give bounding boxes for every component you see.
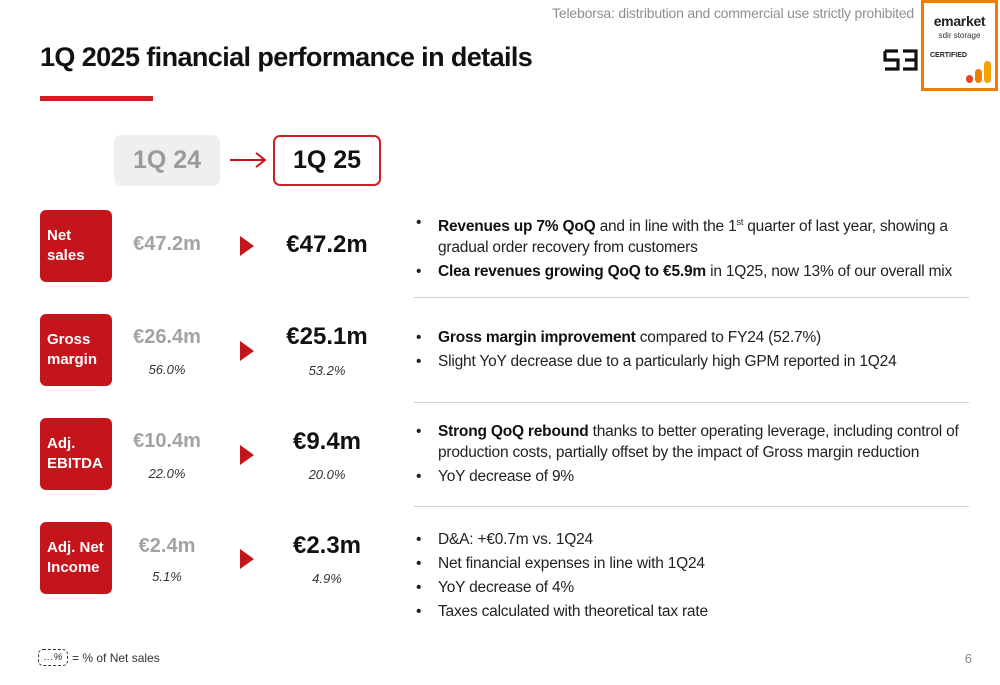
bullet-item: YoY decrease of 4% <box>414 577 974 598</box>
adj-net-income-bullets: D&A: +€0.7m vs. 1Q24 Net financial expen… <box>414 529 974 625</box>
row-label-adj-net-income: Adj. Net Income <box>40 522 112 594</box>
period-previous: 1Q 24 <box>114 135 220 186</box>
bullet-item: Net financial expenses in line with 1Q24 <box>414 553 974 574</box>
badge-bars-icon <box>966 61 991 83</box>
triangle-right-icon <box>240 445 254 465</box>
row-divider <box>414 402 969 403</box>
adj-net-income-prev-value: €2.4m <box>138 535 196 557</box>
badge-certified-text: CERTIFIED <box>930 52 967 59</box>
adj-net-income-curr-pct: 4.9% <box>312 571 342 586</box>
net-sales-curr-value: €47.2m <box>286 231 368 258</box>
company-logo-icon <box>883 49 918 71</box>
watermark-notice: Teleborsa: distribution and commercial u… <box>552 5 914 21</box>
triangle-right-icon <box>240 236 254 256</box>
adj-net-income-prev-pct: 5.1% <box>152 569 182 584</box>
bullet-item: Taxes calculated with theoretical tax ra… <box>414 601 974 622</box>
page-title: 1Q 2025 financial performance in details <box>40 42 533 72</box>
row-label-line2: Income <box>47 559 100 576</box>
row-label-line1: Adj. Net <box>47 539 104 556</box>
gross-margin-prev-value: €26.4m <box>133 326 201 348</box>
emarket-storage-badge: emarket sdir storage CERTIFIED <box>921 0 998 91</box>
row-label-adj-ebitda: Adj. EBITDA <box>40 418 112 490</box>
badge-brand-text: emarket <box>933 13 986 29</box>
gross-margin-bullets: Gross margin improvement compared to FY2… <box>414 327 974 375</box>
legend-symbol: …% <box>38 649 68 666</box>
arrow-right-icon <box>230 152 267 168</box>
adj-ebitda-prev-pct: 22.0% <box>148 466 186 481</box>
row-label-line1: Adj. <box>47 435 76 452</box>
triangle-right-icon <box>240 549 254 569</box>
adj-ebitda-prev-value: €10.4m <box>133 430 201 452</box>
adj-ebitda-bullets: Strong QoQ rebound thanks to better oper… <box>414 421 974 490</box>
gross-margin-prev-pct: 56.0% <box>148 362 186 377</box>
adj-ebitda-curr-value: €9.4m <box>292 428 362 455</box>
percent-legend: …% = % of Net sales <box>38 649 160 666</box>
row-divider <box>414 297 969 298</box>
row-label-line1: Net <box>47 227 72 244</box>
row-label-gross-margin: Gross margin <box>40 314 112 386</box>
adj-ebitda-curr-pct: 20.0% <box>308 467 346 482</box>
bullet-item: D&A: +€0.7m vs. 1Q24 <box>414 529 974 550</box>
row-label-line2: margin <box>47 351 98 368</box>
row-label-line2: EBITDA <box>47 455 103 472</box>
triangle-right-icon <box>240 341 254 361</box>
net-sales-prev-value: €47.2m <box>133 233 201 255</box>
bullet-item: Revenues up 7% QoQ and in line with the … <box>414 212 974 258</box>
bullet-item: Clea revenues growing QoQ to €5.9m in 1Q… <box>414 261 974 282</box>
row-label-line2: sales <box>47 247 85 264</box>
gross-margin-curr-value: €25.1m <box>286 323 368 350</box>
bullet-item: Gross margin improvement compared to FY2… <box>414 327 974 348</box>
adj-net-income-curr-value: €2.3m <box>292 532 362 559</box>
bullet-item: Slight YoY decrease due to a particularl… <box>414 351 974 372</box>
row-label-line1: Gross <box>47 331 91 348</box>
net-sales-bullets: Revenues up 7% QoQ and in line with the … <box>414 212 974 285</box>
bullet-item: YoY decrease of 9% <box>414 466 974 487</box>
period-current: 1Q 25 <box>273 135 381 186</box>
bullet-item: Strong QoQ rebound thanks to better oper… <box>414 421 974 463</box>
badge-subtitle-text: sdir storage <box>938 31 981 40</box>
row-label-net-sales: Net sales <box>40 210 112 282</box>
legend-text: = % of Net sales <box>72 650 160 665</box>
row-divider <box>414 506 969 507</box>
title-underline <box>40 96 153 101</box>
gross-margin-curr-pct: 53.2% <box>308 363 346 378</box>
page-number: 6 <box>964 651 972 666</box>
